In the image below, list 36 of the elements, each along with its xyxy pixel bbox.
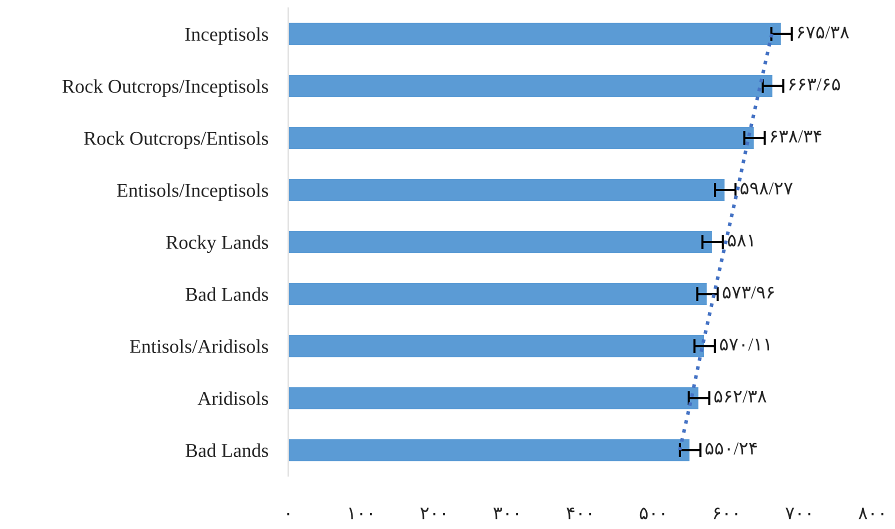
x-tick-label: ۱۰۰: [349, 508, 372, 520]
x-tick-label: ۷۰۰: [786, 508, 810, 520]
x-tick-label: ۴۰۰: [566, 508, 592, 520]
data-label: ۵۷۰/۱۱: [720, 338, 770, 351]
bar: [288, 74, 774, 98]
bar: [288, 386, 700, 410]
x-tick-label: ۶۰۰: [714, 508, 738, 520]
bar: [288, 230, 714, 254]
data-label: ۵۶۲/۳۸: [714, 390, 766, 403]
y-tick-label: Rock Outcrops/Entisols: [84, 131, 268, 149]
bar: [288, 178, 726, 202]
data-label: ۵۹۸/۲۷: [740, 182, 793, 195]
y-tick-label: Aridisols: [198, 391, 268, 406]
data-label: ۵۸۱: [728, 234, 753, 246]
x-tick-label: ۲۰۰: [420, 508, 445, 520]
y-tick-label: Entisols/Aridisols: [130, 339, 268, 353]
x-tick-label: ۰: [287, 513, 290, 516]
y-tick-label: Bad Lands: [186, 443, 268, 458]
y-tick-label: Rocky Lands: [166, 235, 268, 253]
x-tick-label: ۵۰۰: [640, 508, 664, 520]
data-label: ۵۷۳/۹۶: [722, 286, 774, 299]
data-label: ۵۵۰/۲۴: [705, 442, 757, 455]
bar: [288, 22, 782, 46]
y-tick-label: Inceptisols: [185, 27, 268, 45]
data-label: ۶۷۵/۳۸: [798, 26, 849, 38]
y-tick-label: Rock Outcrops/Inceptisols: [62, 79, 268, 97]
y-tick-label: Bad Lands: [186, 287, 268, 301]
bar: [288, 438, 691, 462]
x-tick-label: ۳۰۰: [493, 508, 518, 520]
data-label: ۶۳۸/۳۴: [770, 130, 822, 142]
x-tick-label: ۸۰۰: [858, 508, 884, 520]
data-label: ۶۶۳/۶۵: [789, 78, 840, 90]
bar: [288, 126, 756, 150]
y-tick-label: Entisols/Inceptisols: [116, 183, 268, 201]
bar: [288, 282, 708, 306]
bar: [288, 334, 706, 358]
